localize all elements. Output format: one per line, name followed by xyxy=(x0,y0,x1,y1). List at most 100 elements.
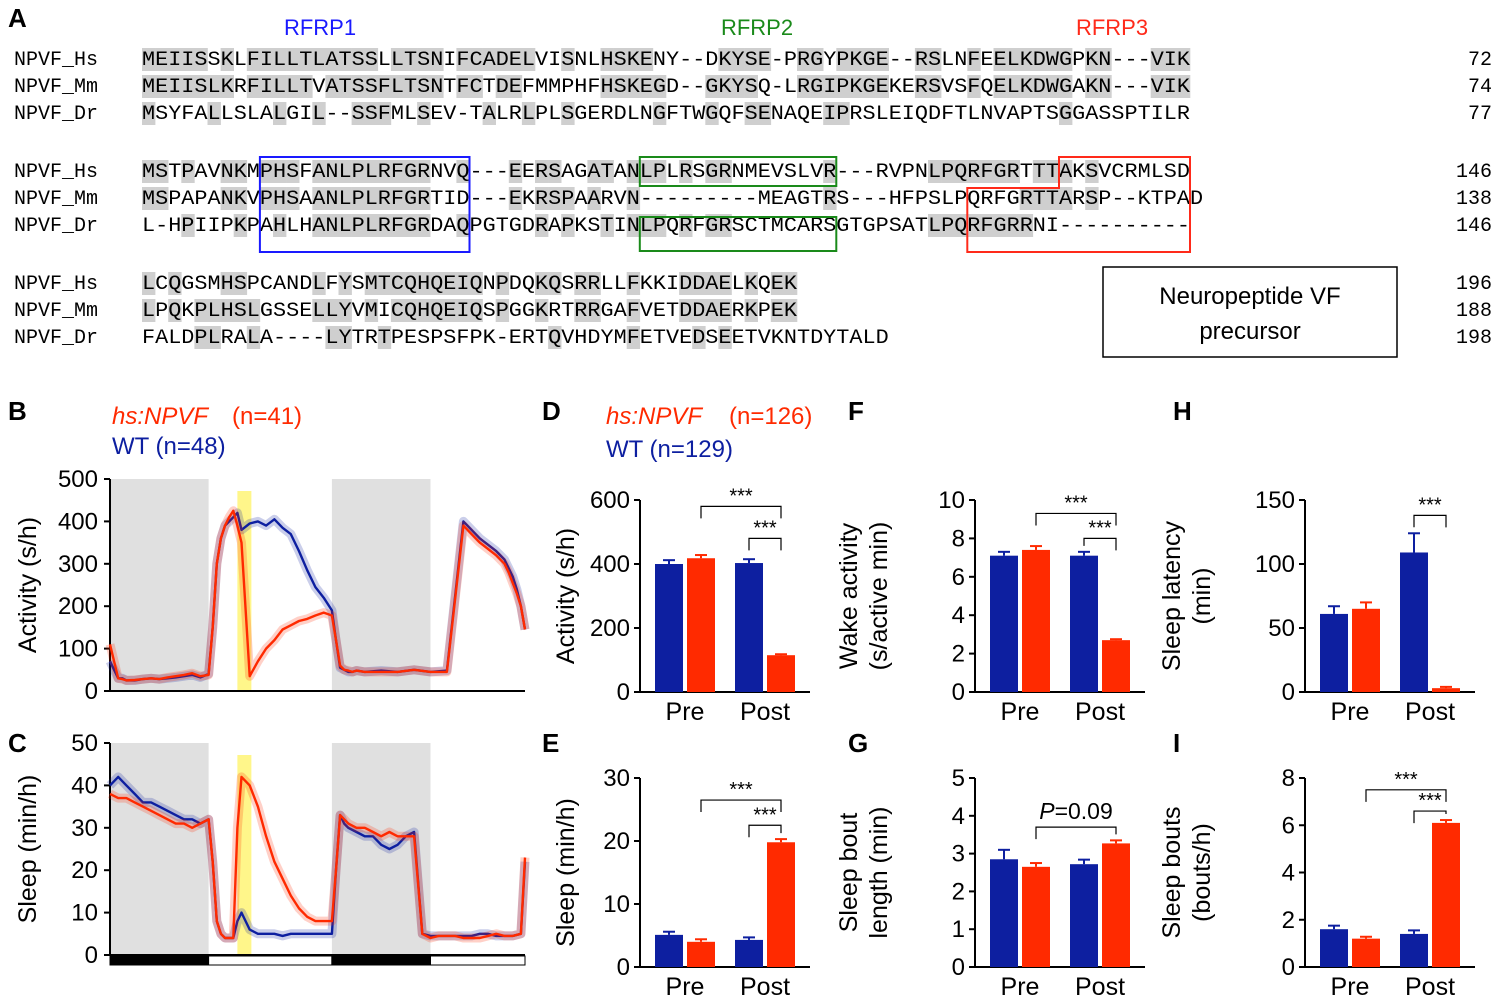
conserved-residue-shade xyxy=(744,299,758,322)
conserved-residue-shade xyxy=(286,187,300,210)
conserved-residue-shade xyxy=(954,214,968,237)
conserved-residue-shade xyxy=(705,160,719,183)
conserved-residue-shade xyxy=(1032,187,1047,210)
conserved-residue-shade xyxy=(967,48,981,71)
conserved-residue-shade xyxy=(600,160,614,183)
dark-period-bar xyxy=(331,955,431,966)
conserved-residue-shade xyxy=(639,75,654,98)
conserved-residue-shade xyxy=(626,160,641,183)
significance-bracket xyxy=(748,537,782,551)
conserved-residue-shade xyxy=(744,272,758,295)
conserved-residue-shade xyxy=(377,214,392,237)
significance-label: *** xyxy=(729,485,753,507)
y-axis-label: Sleep latency xyxy=(1158,520,1186,671)
conserved-residue-shade xyxy=(836,102,850,125)
conserved-residue-shade xyxy=(757,102,772,125)
x-category-label: Post xyxy=(740,973,790,1000)
conserved-residue-shade xyxy=(652,214,667,237)
series-hs-line xyxy=(108,509,527,682)
sequence-name: NPVF_Dr xyxy=(14,103,98,126)
conserved-residue-shade xyxy=(626,214,641,237)
conserved-residue-shade xyxy=(1006,48,1020,71)
conserved-residue-shade xyxy=(652,102,667,125)
legend-hs-npvf-n: (n=126) xyxy=(729,403,812,430)
dark-period-bar xyxy=(109,955,210,966)
conserved-residue-shade xyxy=(928,214,942,237)
conserved-residue-shade xyxy=(941,214,955,237)
conserved-residue-shade xyxy=(652,75,667,98)
significance-bracket xyxy=(1413,810,1447,824)
conserved-residue-shade xyxy=(482,48,496,71)
conserved-residue-shade xyxy=(823,75,837,98)
conserved-residue-shade xyxy=(194,326,208,349)
y-tick-label: 8 xyxy=(952,525,965,552)
conserved-residue-shade xyxy=(718,326,732,349)
conserved-residue-shade xyxy=(967,160,981,183)
conserved-residue-shade xyxy=(404,272,418,295)
conserved-residue-shade xyxy=(351,187,365,210)
conserved-residue-shade xyxy=(259,48,274,71)
rfrp2-box-dr xyxy=(638,216,838,252)
conserved-residue-shade xyxy=(1085,75,1099,98)
conserved-residue-shade xyxy=(273,214,287,237)
conserved-residue-shade xyxy=(1059,187,1073,210)
conserved-residue-shade xyxy=(626,48,641,71)
significance-label: *** xyxy=(1394,769,1418,791)
conserved-residue-shade xyxy=(626,326,641,349)
conserved-residue-shade xyxy=(325,75,339,98)
conserved-residue-shade xyxy=(561,102,575,125)
y-tick-label: 20 xyxy=(71,857,98,884)
conserved-residue-shade xyxy=(574,272,588,295)
conserved-residue-shade xyxy=(312,102,326,125)
conserved-residue-shade xyxy=(954,160,968,183)
conserved-residue-shade xyxy=(286,48,300,71)
conserved-residue-shade xyxy=(351,75,365,98)
conserved-residue-shade xyxy=(980,214,994,237)
conserved-residue-shade xyxy=(168,75,182,98)
conserved-residue-shade xyxy=(338,160,352,183)
conserved-residue-shade xyxy=(286,75,300,98)
conserved-residue-shade xyxy=(692,326,706,349)
conserved-residue-shade xyxy=(1019,214,1034,237)
conserved-residue-shade xyxy=(757,48,772,71)
wt-bar xyxy=(735,939,763,967)
night-shade xyxy=(331,479,431,691)
conserved-residue-shade xyxy=(692,272,706,295)
conserved-residue-shade xyxy=(718,272,732,295)
sequence-residues: MSYFALLSLALGIL--SSFMLSEV-TALRLPLSGERDLNG… xyxy=(142,103,1190,126)
conserved-residue-shade xyxy=(338,214,352,237)
conserved-residue-shade xyxy=(390,48,405,71)
x-category-label: Pre xyxy=(1001,973,1040,1000)
conserved-residue-shade xyxy=(207,75,221,98)
conserved-residue-shade xyxy=(731,48,745,71)
conserved-residue-shade xyxy=(718,48,732,71)
wt-bar xyxy=(735,563,763,692)
conserved-residue-shade xyxy=(705,214,719,237)
conserved-residue-shade xyxy=(508,187,523,210)
conserved-residue-shade xyxy=(168,272,182,295)
conserved-residue-shade xyxy=(1006,214,1020,237)
legend-hs-npvf: hs:NPVF xyxy=(112,403,209,430)
rfrp3-box xyxy=(966,156,1191,253)
y-axis-label: Sleep bouts xyxy=(1158,806,1186,938)
conserved-residue-shade xyxy=(508,160,523,183)
conserved-residue-shade xyxy=(142,160,156,183)
conserved-residue-shade xyxy=(194,75,208,98)
wt-bar xyxy=(1070,864,1098,967)
conserved-residue-shade xyxy=(862,48,876,71)
conserved-residue-shade xyxy=(1085,160,1099,183)
conserved-residue-shade xyxy=(783,299,798,322)
significance-label: *** xyxy=(753,517,777,539)
conserved-residue-shade xyxy=(810,48,824,71)
y-tick-label: 400 xyxy=(590,551,630,578)
conserved-residue-shade xyxy=(862,75,876,98)
conserved-residue-shade xyxy=(259,160,274,183)
series-hs-line xyxy=(109,775,527,940)
conserved-residue-shade xyxy=(705,272,719,295)
conserved-residue-shade xyxy=(928,75,942,98)
conserved-residue-shade xyxy=(914,75,929,98)
conserved-residue-shade xyxy=(469,299,483,322)
conserved-residue-shade xyxy=(587,272,601,295)
conserved-residue-shade xyxy=(404,75,418,98)
